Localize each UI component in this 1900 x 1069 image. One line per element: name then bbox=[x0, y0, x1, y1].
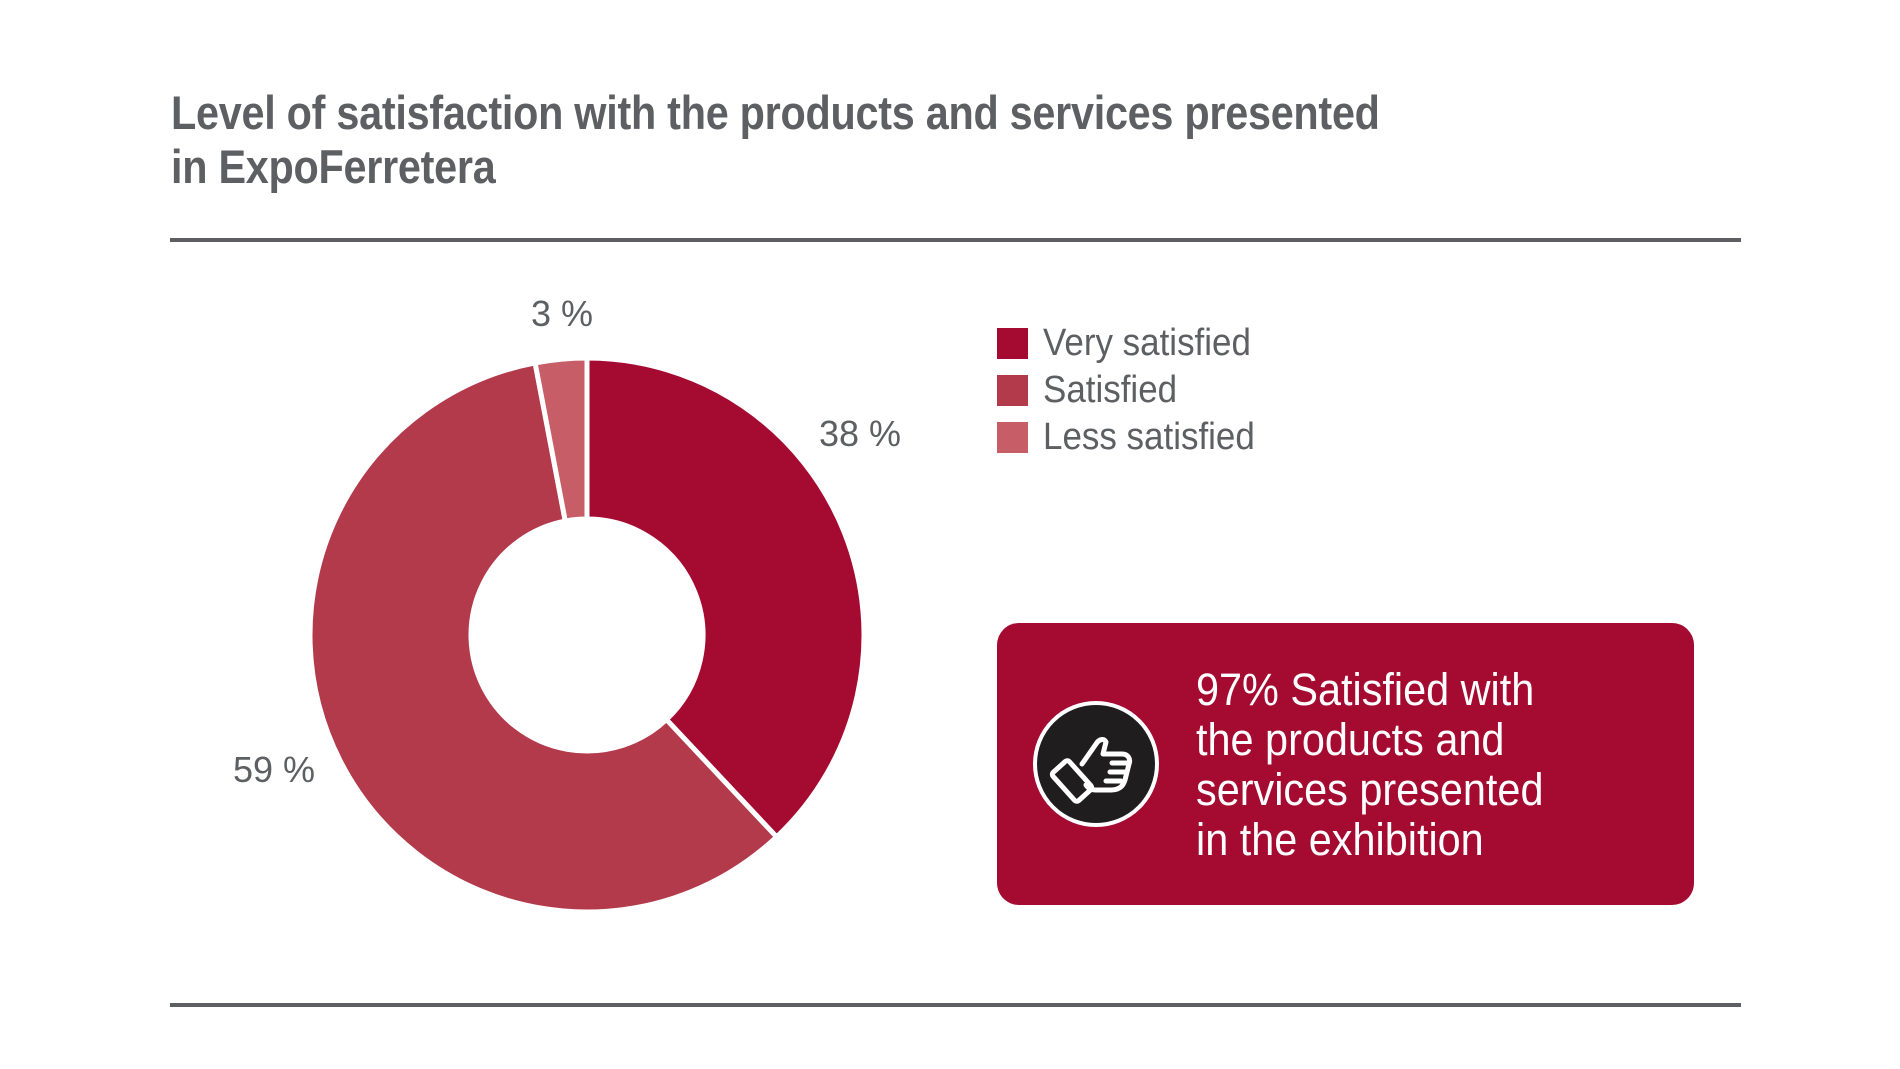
chart-legend: Very satisfied Satisfied Less satisfied bbox=[997, 320, 1273, 461]
donut-slice-less-satisfied bbox=[532, 355, 590, 524]
legend-item-satisfied: Satisfied bbox=[997, 367, 1273, 414]
legend-label-less-satisfied: Less satisfied bbox=[1043, 416, 1255, 458]
donut-slices bbox=[307, 355, 867, 915]
chart-title: Level of satisfaction with the products … bbox=[171, 86, 1403, 194]
thumbs-up-icon bbox=[1033, 701, 1159, 827]
data-label-very-satisfied: 38 % bbox=[819, 413, 901, 454]
chart-title-line-2: in ExpoFerretera bbox=[171, 140, 496, 193]
donut-slice-satisfied bbox=[307, 359, 781, 915]
legend-label-very-satisfied: Very satisfied bbox=[1043, 322, 1251, 364]
legend-swatch-less-satisfied bbox=[997, 422, 1028, 453]
donut-labels: 38 % 59 % 3 % bbox=[233, 293, 901, 790]
bottom-divider bbox=[170, 1003, 1741, 1007]
legend-item-very-satisfied: Very satisfied bbox=[997, 320, 1273, 367]
callout-text: 97% Satisfied with the products and serv… bbox=[1196, 665, 1628, 865]
data-label-less-satisfied: 3 % bbox=[531, 293, 593, 334]
callout-line-2: the products and bbox=[1196, 714, 1505, 765]
top-divider bbox=[170, 238, 1741, 242]
donut-slice-very-satisfied bbox=[584, 355, 867, 841]
callout-line-3: services presented bbox=[1196, 764, 1544, 815]
data-label-satisfied: 59 % bbox=[233, 749, 315, 790]
legend-swatch-very-satisfied bbox=[997, 328, 1028, 359]
callout-line-4: in the exhibition bbox=[1196, 814, 1484, 865]
legend-item-less-satisfied: Less satisfied bbox=[997, 414, 1273, 461]
callout-line-1: 97% Satisfied with bbox=[1196, 664, 1535, 715]
summary-callout: 97% Satisfied with the products and serv… bbox=[997, 623, 1694, 905]
chart-title-line-1: Level of satisfaction with the products … bbox=[171, 86, 1380, 139]
legend-swatch-satisfied bbox=[997, 375, 1028, 406]
legend-label-satisfied: Satisfied bbox=[1043, 369, 1178, 411]
